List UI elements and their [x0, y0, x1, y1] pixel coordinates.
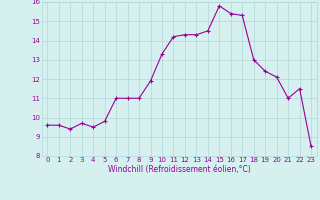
X-axis label: Windchill (Refroidissement éolien,°C): Windchill (Refroidissement éolien,°C) [108, 165, 251, 174]
